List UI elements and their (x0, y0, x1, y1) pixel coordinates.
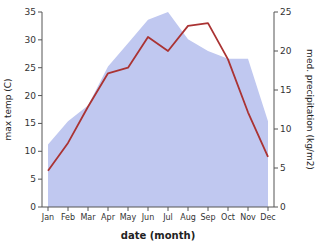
temp-line (48, 23, 268, 171)
y-tick-label: 25 (25, 63, 36, 73)
x-tick-label: Jan (41, 213, 54, 222)
y-tick-label: 35 (25, 7, 36, 17)
y-tick-label: 10 (25, 146, 37, 156)
x-tick (168, 207, 169, 211)
y-tick (38, 67, 42, 68)
left-axis-line (42, 12, 43, 207)
x-tick (48, 207, 49, 211)
bottom-axis-line (42, 207, 274, 208)
x-tick (68, 207, 69, 211)
x-tick (188, 207, 189, 211)
x-tick-label: Jun (141, 213, 155, 222)
x-tick-label: Nov (240, 213, 256, 222)
y-tick-label: 15 (25, 118, 36, 128)
y2-tick-label: 15 (280, 85, 291, 95)
y-tick (38, 39, 42, 40)
y2-tick (274, 207, 278, 208)
x-tick-label: Sep (200, 213, 215, 222)
right-axis-line (274, 12, 275, 207)
x-tick (228, 207, 229, 211)
x-tick-label: May (120, 213, 137, 222)
y-tick-label: 20 (25, 91, 37, 101)
y2-tick (274, 51, 278, 52)
x-tick-label: Apr (101, 213, 116, 222)
y-tick (38, 123, 42, 124)
y2-tick (274, 129, 278, 130)
x-tick-label: Oct (221, 213, 235, 222)
y-tick (38, 207, 42, 208)
plot-area (48, 12, 268, 207)
y-axis-label: max temp (C) (3, 78, 13, 140)
y2-tick-label: 10 (280, 124, 292, 134)
x-tick-label: Aug (180, 213, 196, 222)
x-tick (148, 207, 149, 211)
x-tick (208, 207, 209, 211)
y2-tick (274, 168, 278, 169)
y-tick (38, 95, 42, 96)
y2-tick (274, 90, 278, 91)
y2-tick (274, 12, 278, 13)
x-tick-label: Jul (162, 213, 173, 222)
y2-tick-label: 25 (280, 7, 291, 17)
x-tick (248, 207, 249, 211)
y2-axis-label: med. precipitation (kg/m2) (305, 49, 315, 170)
y-tick (38, 151, 42, 152)
x-tick-label: Mar (80, 213, 96, 222)
precip-area (48, 12, 268, 207)
y2-tick-label: 20 (280, 46, 292, 56)
chart-svg: 0 5 10 15 20 25 30 35 0 5 10 15 20 25 Jan Feb Mar Apr May J… (0, 0, 318, 247)
y-tick-label: 5 (30, 174, 36, 184)
x-tick (108, 207, 109, 211)
x-tick (88, 207, 89, 211)
y-tick (38, 12, 42, 13)
x-tick (268, 207, 269, 211)
y-tick-label: 30 (25, 35, 37, 45)
y2-tick-label: 5 (280, 163, 286, 173)
y2-tick-label: 0 (280, 202, 286, 212)
x-tick-label: Dec (260, 213, 275, 222)
chart-container: 0 5 10 15 20 25 30 35 0 5 10 15 20 25 Jan Feb Mar Apr May J… (0, 0, 318, 247)
x-tick (128, 207, 129, 211)
y-tick-label: 0 (30, 202, 36, 212)
x-tick-label: Feb (61, 213, 75, 222)
x-axis-label: date (month) (121, 230, 195, 241)
y-tick (38, 179, 42, 180)
